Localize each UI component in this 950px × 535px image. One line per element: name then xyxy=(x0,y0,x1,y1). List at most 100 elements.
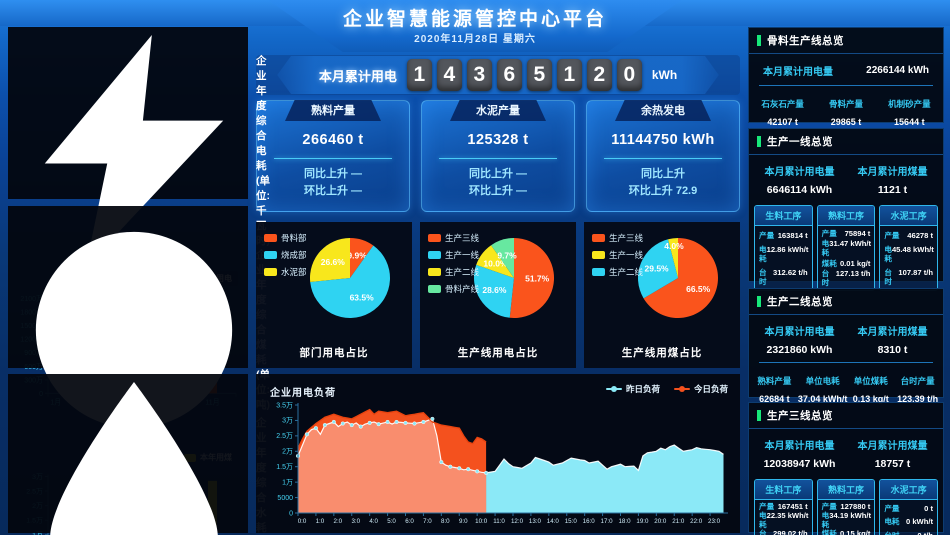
mom-row: 环比上升 72.9 xyxy=(628,185,698,197)
metric-row: 电耗 0 kWh/t xyxy=(884,517,934,527)
stat-limestone: 石灰石产量 42107 t xyxy=(761,99,804,127)
svg-text:1:0: 1:0 xyxy=(316,518,325,525)
header-banner-shape xyxy=(268,0,682,52)
annual-coal-panel: 企业年度综合煤耗(单位:吨) 去年用煤 本年用煤 050001万1.5万2万2.… xyxy=(8,206,270,535)
panel-title: 生产一线总览 xyxy=(767,136,833,148)
pie-legend: 生产三线 生产一线 生产二线 xyxy=(592,232,643,278)
metric-row: 煤耗 0.15 kg/t xyxy=(821,529,871,535)
dept-electricity-pie-panel: 骨料部 烧成部 水泥部 9.9% 63.5% 26.6% 部门用电占比 xyxy=(256,222,412,368)
legend-swatch xyxy=(428,234,441,242)
counter-digits: 1 4 3 6 5 1 2 0 xyxy=(406,59,642,91)
pie-title: 部门用电占比 xyxy=(299,347,369,359)
legend-swatch xyxy=(428,285,441,293)
metric-row: 台时 312.62 t/h xyxy=(759,267,808,286)
monthly-totals-row: 本月累计用电量 12038947 kWh 本月累计用煤量 18757 t xyxy=(749,429,943,476)
stat-card-cement-output: 水泥产量 125328 t 同比上升 — 环比上升 — xyxy=(421,100,575,212)
svg-text:3.5万: 3.5万 xyxy=(276,401,293,409)
legend-item[interactable]: 生产三线 xyxy=(428,232,479,244)
legend-today-load[interactable]: 今日负荷 xyxy=(673,383,728,395)
svg-text:51.7%: 51.7% xyxy=(525,274,550,284)
monthly-totals-row: 本月累计用电量 2321860 kWh 本月累计用煤量 8310 t xyxy=(749,315,943,362)
legend-yesterday-load[interactable]: 昨日负荷 xyxy=(605,383,660,395)
monthly-power-counter: 本月累计用电 1 4 3 6 5 1 2 0 kWh xyxy=(277,56,719,94)
panel-header: 生产二线总览 xyxy=(749,289,943,315)
legend-item[interactable]: 生产二线 xyxy=(428,266,479,278)
svg-text:21:0: 21:0 xyxy=(672,518,685,525)
process-card-raw-meal: 生料工序 产量 163814 t 电耗 12.86 kWh/t 台时 312.62 t… xyxy=(754,205,813,291)
legend-line-icon xyxy=(605,386,622,392)
legend-item[interactable]: 水泥部 xyxy=(264,266,307,278)
panel-header: 骨料生产线总览 xyxy=(749,28,943,54)
accent-bar-icon xyxy=(757,410,761,421)
svg-text:10:0: 10:0 xyxy=(475,518,488,525)
svg-text:18:0: 18:0 xyxy=(618,518,631,525)
legend-item[interactable]: 生产三线 xyxy=(592,232,643,244)
total-label: 本月累计用电量 xyxy=(763,67,833,78)
process-card-body: 产量 46278 t 电耗 45.48 kWh/t 台时 107.87 t/h xyxy=(880,226,937,290)
svg-text:2万: 2万 xyxy=(282,448,293,456)
legend-item[interactable]: 生产一线 xyxy=(592,249,643,261)
line-coal-pie-panel: 生产三线 生产一线 生产二线 66.5% 29.5% 4.0% 生产线用煤占比 xyxy=(584,222,740,368)
divider xyxy=(438,158,558,159)
line-electricity-pie-panel: 生产三线 生产一线 生产二线 骨料产线 51.7% 28.6% 10.0% 9.7% … xyxy=(420,222,576,368)
metric-row: 台时299.02 t/h xyxy=(759,529,808,535)
stat-unit-electricity: 单位电耗 37.04 kWh/t xyxy=(797,376,848,404)
svg-text:4.0%: 4.0% xyxy=(664,241,684,251)
pie-legend: 生产三线 生产一线 生产二线 骨料产线 xyxy=(428,232,479,295)
total-coal: 本月累计用煤量 18757 t xyxy=(857,441,928,470)
stat-hourly-output: 台时产量 123.39 t/h xyxy=(897,376,939,404)
svg-text:26.6%: 26.6% xyxy=(321,257,346,267)
panel-title: 生产二线总览 xyxy=(767,296,833,308)
svg-text:9.7%: 9.7% xyxy=(497,250,517,260)
process-card-body: 产量 163814 t 电耗 12.86 kWh/t 台时 312.62 t/h xyxy=(755,226,812,290)
production-line2-overview-panel: 生产二线总览 本月累计用电量 2321860 kWh 本月累计用煤量 8310 t … xyxy=(748,288,944,404)
metric-row: 产量 46278 t xyxy=(884,230,934,240)
metric-row: 电耗 45.48 kWh/t xyxy=(884,244,934,263)
counter-digit: 6 xyxy=(496,59,522,91)
svg-text:1.5万: 1.5万 xyxy=(276,463,293,471)
process-card-cement: 水泥工序 产量 46278 t 电耗 45.48 kWh/t 台时 107.87 t/… xyxy=(879,205,939,291)
svg-text:5000: 5000 xyxy=(277,495,293,502)
legend-item[interactable]: 骨料产线 xyxy=(428,283,479,295)
legend-swatch xyxy=(592,234,605,242)
svg-text:28.6%: 28.6% xyxy=(482,285,507,295)
svg-text:0:0: 0:0 xyxy=(298,518,307,525)
load-area-chart: 0 5000 1万 1.5万 2万 2.5万 3万 3.5万 0:0 1:0 2:0 3:0 4:0 5:… xyxy=(276,401,728,525)
svg-text:63.5%: 63.5% xyxy=(350,293,375,303)
divider xyxy=(759,362,933,363)
svg-text:19:0: 19:0 xyxy=(636,518,649,525)
pie-title: 生产线用电占比 xyxy=(457,347,539,359)
legend-item[interactable]: 生产一线 xyxy=(428,249,479,261)
load-chart-legend: 昨日负荷 今日负荷 xyxy=(605,383,728,395)
pie-title: 生产线用煤占比 xyxy=(621,347,703,359)
svg-text:2.5万: 2.5万 xyxy=(276,432,293,440)
counter-digit: 0 xyxy=(616,59,642,91)
yoy-row: 同比上升 — xyxy=(303,168,363,180)
line-electricity-pie: 51.7% 28.6% 10.0%9.7% xyxy=(474,238,555,318)
metric-row: 产量 0 t xyxy=(884,504,934,514)
accent-bar-icon xyxy=(757,136,761,147)
panel-title: 骨料生产线总览 xyxy=(767,35,844,47)
svg-text:5:0: 5:0 xyxy=(387,518,396,525)
production-line3-overview-panel: 生产三线总览 本月累计用电量 12038947 kWh 本月累计用煤量 18757 … xyxy=(748,402,944,535)
process-card-body: 产量0 t 电耗0 kWh/t 台时0 t/h xyxy=(880,500,937,535)
legend-item[interactable]: 骨料部 xyxy=(264,232,307,244)
divider xyxy=(603,158,723,159)
aggregate-line-overview-panel: 骨料生产线总览 本月累计用电量 2266144 kWh 石灰石产量 42107 t… xyxy=(748,27,944,127)
mom-row: 环比上升 — xyxy=(303,185,363,197)
total-electricity: 本月累计用电量 2321860 kWh xyxy=(764,327,835,356)
metric-row: 产量 127880 t xyxy=(821,502,871,511)
svg-text:16:0: 16:0 xyxy=(583,518,596,525)
process-card-body: 产量 75894 t 电耗 31.47 kWh/t 煤耗 0.01 kg/t 台时 12… xyxy=(818,226,875,290)
legend-item[interactable]: 烧成部 xyxy=(264,249,307,261)
total-electricity: 本月累计用电量 6646114 kWh xyxy=(764,167,835,196)
divider xyxy=(273,158,393,159)
pie-legend: 骨料部 烧成部 水泥部 xyxy=(264,232,307,278)
water-drop-icon xyxy=(50,382,218,535)
counter-unit: kWh xyxy=(651,68,678,82)
legend-item[interactable]: 生产二线 xyxy=(592,266,643,278)
svg-text:1万: 1万 xyxy=(282,478,293,486)
